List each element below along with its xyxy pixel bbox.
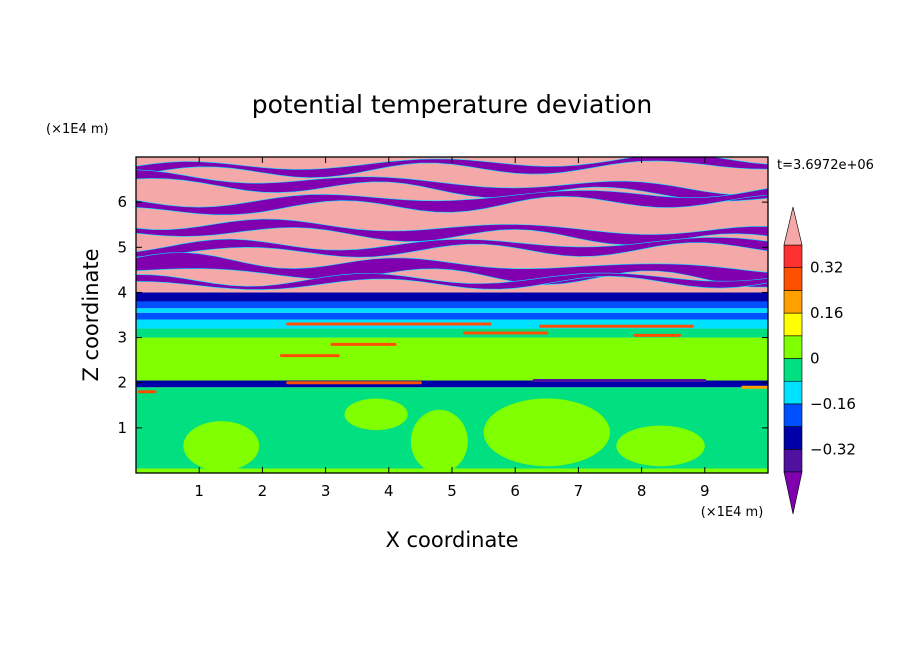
colorbar-extend-top [783,206,803,246]
time-label: t=3.6972e+06 [777,158,874,173]
field-band-6 [136,312,768,320]
field-band-9 [136,292,768,302]
x-tick-label-5: 5 [447,482,457,500]
colorbar-box-2 [783,403,803,427]
colorbar-box-7 [783,290,803,314]
contour-field [136,157,768,473]
y-tick-label-3: 3 [117,329,127,347]
upper-layer-core-3 [136,219,768,245]
x-unit-label: (×1E4 m) [701,505,764,520]
field-band-7 [136,308,768,313]
colorbar-box-5 [783,335,803,359]
y-tick-label-6: 6 [117,193,127,211]
x-axis: 1 2 3 4 5 6 7 8 9 [194,157,710,500]
colorbar-label-3: −0.16 [810,395,856,413]
y-unit-label: (×1E4 m) [46,122,109,137]
upper-layer-core-2 [136,188,768,215]
lower-patch-3 [616,425,705,467]
colorbar-extend-bottom [783,471,803,515]
colorbar-box-9 [783,244,803,269]
x-tick-label-4: 4 [384,482,394,500]
colorbar-box-3 [783,380,803,405]
lower-patch-1 [410,409,468,473]
field-band-3 [136,337,768,381]
upper-layer-core-4 [136,237,768,257]
lower-patch-0 [183,421,260,471]
colorbar-box-0 [783,448,803,473]
upper-layer-core-5 [136,252,768,287]
x-tick-label-7: 7 [574,482,584,500]
y-axis: 1 2 3 4 5 6 [117,193,768,437]
colorbar: 0.32 0.16 0 −0.16 −0.32 [783,206,856,515]
y-tick-label-5: 5 [117,238,127,256]
x-tick-label-2: 2 [258,482,268,500]
y-tick-label-4: 4 [117,283,127,301]
field-band-2 [136,380,768,388]
field-band-4 [136,328,768,338]
chart-title: potential temperature deviation [252,90,652,119]
x-tick-label-8: 8 [637,482,647,500]
lower-patch-4 [344,398,408,431]
colorbar-box-6 [783,312,803,337]
x-tick-label-3: 3 [321,482,331,500]
colorbar-label-2: 0 [810,350,820,368]
y-tick-label-1: 1 [117,419,127,437]
colorbar-box-8 [783,267,803,291]
colorbar-label-1: 0.16 [810,304,843,322]
field-band-8 [136,301,768,309]
upper-layer-core-6 [136,273,768,290]
colorbar-label-4: −0.32 [810,440,856,458]
upper-layer-core-0 [136,157,768,178]
x-tick-label-9: 9 [700,482,710,500]
upper-layer-core-1 [136,170,768,201]
colorbar-box-4 [783,358,803,382]
colorbar-box-1 [783,426,803,450]
colorbar-label-0: 0.32 [810,259,843,277]
x-axis-label: X coordinate [385,528,518,552]
x-tick-label-6: 6 [510,482,520,500]
lower-patch-2 [483,398,610,467]
x-tick-label-1: 1 [194,482,204,500]
y-axis-label: Z coordinate [79,248,103,381]
y-tick-label-2: 2 [117,374,127,392]
